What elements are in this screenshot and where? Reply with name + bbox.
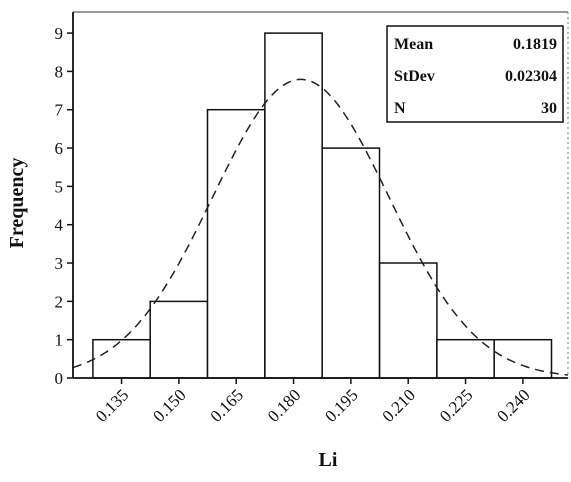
fit-curve-layer — [72, 78, 569, 376]
y-tick-label-3: 3 — [55, 254, 64, 273]
stat-value-n: 30 — [541, 100, 557, 117]
x-tick-label-0.150: 0.150 — [149, 385, 189, 425]
histogram-bar-6 — [378, 262, 438, 379]
y-tick-label-6: 6 — [55, 139, 64, 158]
x-tick-label-0.180: 0.180 — [264, 385, 304, 425]
normal-fit-curve — [72, 78, 569, 376]
x-tick-label-0.225: 0.225 — [436, 385, 476, 425]
y-tick-label-9: 9 — [55, 24, 64, 43]
x-tick-label-0.135: 0.135 — [92, 385, 132, 425]
stats-box: Mean 0.1819 StDev 0.02304 N 30 — [386, 25, 564, 123]
y-tick-label-8: 8 — [55, 62, 64, 81]
y-tick-label-5: 5 — [55, 177, 64, 196]
y-tick-label-1: 1 — [55, 331, 64, 350]
stats-box-frame — [386, 25, 564, 123]
y-axis-title: Frequency — [6, 158, 28, 249]
y-tick-label-4: 4 — [55, 216, 64, 235]
y-tick-label-0: 0 — [55, 369, 64, 388]
y-tick-label-7: 7 — [55, 101, 64, 120]
histogram-bar-4 — [264, 32, 323, 379]
x-tick-label-0.165: 0.165 — [207, 385, 247, 425]
histogram-bar-3 — [206, 108, 266, 379]
histogram-bar-1 — [92, 338, 151, 379]
bars-layer — [92, 32, 553, 379]
histogram-bar-5 — [321, 147, 381, 379]
histogram-bar-8 — [493, 338, 553, 379]
x-axis-title: Li — [319, 449, 338, 471]
x-tick-label-0.210: 0.210 — [379, 385, 419, 425]
x-tick-label-0.195: 0.195 — [321, 385, 361, 425]
stat-label-mean: Mean — [394, 36, 433, 53]
x-tick-label-0.240: 0.240 — [493, 385, 533, 425]
stat-value-stdev: 0.02304 — [505, 68, 557, 85]
stat-label-n: N — [394, 100, 406, 117]
stat-label-stdev: StDev — [394, 68, 435, 85]
stat-value-mean: 0.1819 — [513, 36, 557, 53]
histogram-bar-2 — [149, 300, 209, 379]
y-tick-label-2: 2 — [55, 292, 64, 311]
